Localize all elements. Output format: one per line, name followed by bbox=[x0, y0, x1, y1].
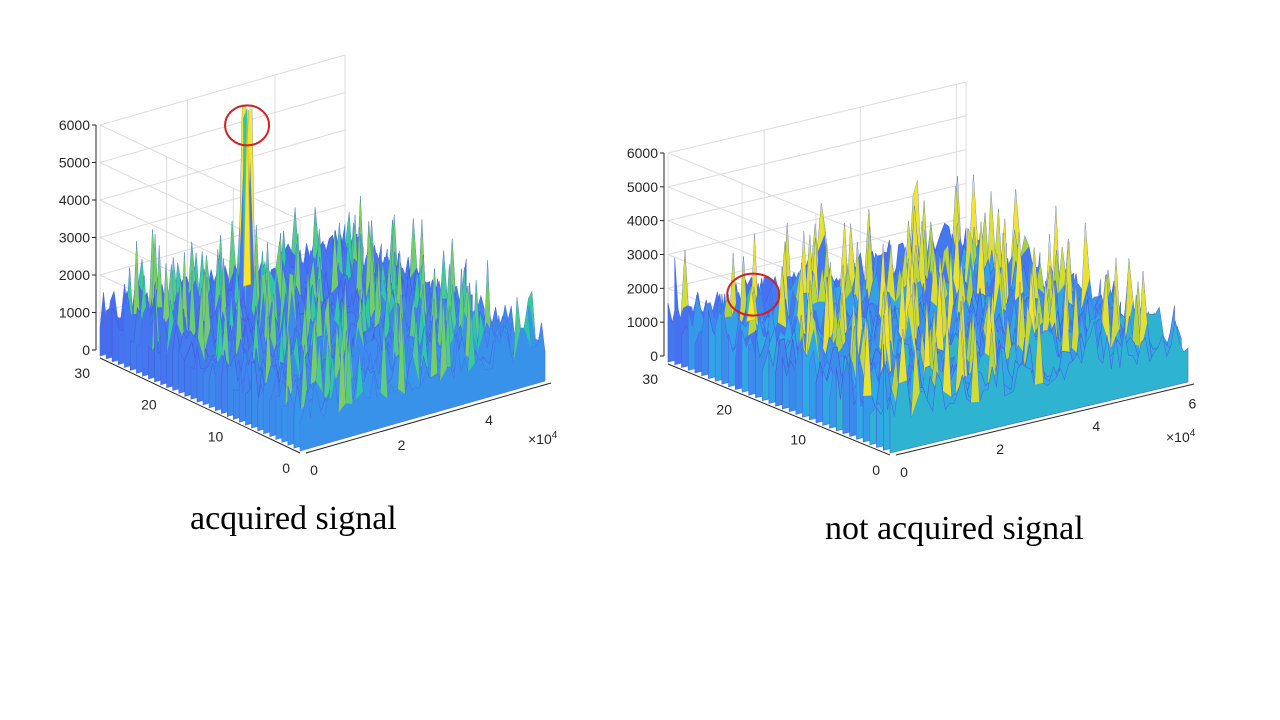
x-tick-label: 2 bbox=[398, 437, 406, 453]
x-tick-label: 2 bbox=[996, 441, 1004, 457]
x-tick-label: 6 bbox=[1188, 395, 1196, 411]
z-tick-label: 3000 bbox=[627, 247, 658, 263]
z-tick-label: 4000 bbox=[627, 213, 658, 229]
y-tick-label: 0 bbox=[872, 462, 880, 478]
y-tick-label: 10 bbox=[790, 432, 806, 448]
surface-mesh bbox=[667, 174, 1189, 454]
z-tick-label: 4000 bbox=[59, 192, 90, 208]
y-tick-label: 20 bbox=[141, 397, 157, 413]
z-tick-label: 6000 bbox=[627, 145, 658, 161]
surface-mesh bbox=[99, 106, 546, 452]
x-tick-label: 0 bbox=[900, 464, 908, 480]
y-tick-label: 0 bbox=[282, 460, 290, 476]
x-exponent-label: ×104 bbox=[1166, 428, 1196, 445]
x-exponent-label: ×104 bbox=[528, 430, 558, 447]
caption-right: not acquired signal bbox=[825, 510, 1084, 547]
y-tick-label: 20 bbox=[716, 401, 732, 417]
z-tick-label: 5000 bbox=[59, 155, 90, 171]
x-tick-label: 4 bbox=[1092, 418, 1100, 434]
chart-not-acquired: 0 1000 2000 3000 4000 5000 6000 0 10 20 … bbox=[627, 81, 1196, 480]
peak-highlight-circle bbox=[224, 104, 271, 147]
caption-left: acquired signal bbox=[190, 500, 397, 537]
chart-acquired: 0 1000 2000 3000 4000 5000 6000 0 10 20 … bbox=[59, 54, 558, 478]
z-tick-label: 0 bbox=[82, 342, 90, 358]
axes bbox=[92, 124, 552, 454]
y-tick-label: 10 bbox=[208, 428, 224, 444]
z-tick-label: 2000 bbox=[627, 280, 658, 296]
peak-highlight-circle bbox=[726, 272, 781, 317]
z-tick-label: 3000 bbox=[59, 230, 90, 246]
y-tick-label: 30 bbox=[74, 365, 90, 381]
z-tick-label: 6000 bbox=[59, 117, 90, 133]
axes bbox=[660, 152, 1195, 456]
z-tick-label: 0 bbox=[650, 348, 658, 364]
z-tick-label: 5000 bbox=[627, 179, 658, 195]
z-tick-label: 1000 bbox=[627, 314, 658, 330]
y-tick-label: 30 bbox=[642, 371, 658, 387]
x-tick-label: 0 bbox=[310, 462, 318, 478]
x-tick-label: 4 bbox=[485, 412, 493, 428]
z-tick-label: 2000 bbox=[59, 267, 90, 283]
z-tick-label: 1000 bbox=[59, 305, 90, 321]
